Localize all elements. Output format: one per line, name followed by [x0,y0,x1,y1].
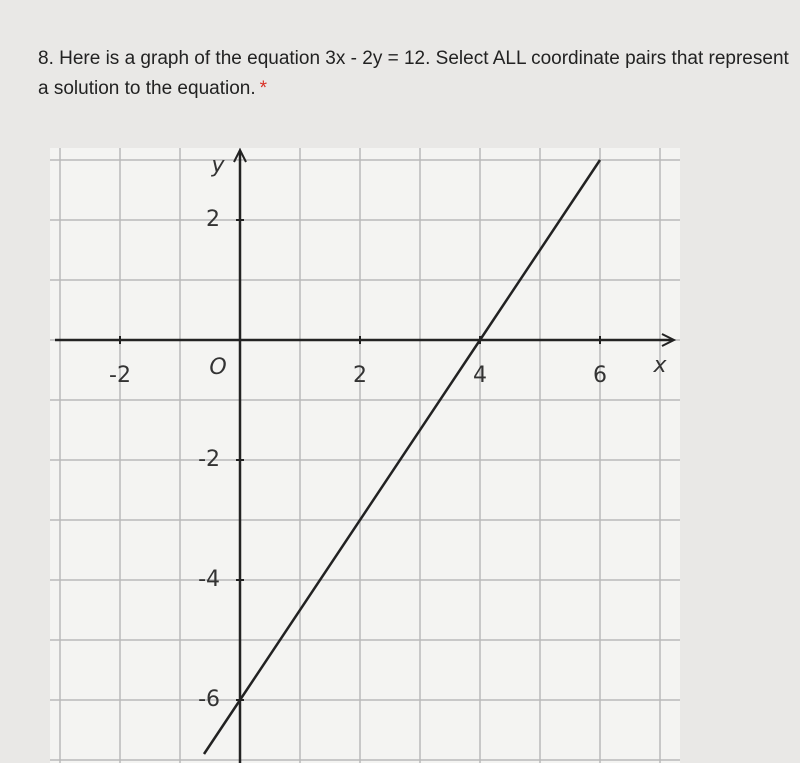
plot-background [50,148,680,763]
x-axis-label: x [652,353,667,378]
y-tick-label: -6 [198,687,220,712]
y-tick-label: 2 [206,207,220,232]
x-axis-arrow [661,333,677,347]
question-text: 8. Here is a graph of the equation 3x - … [38,48,789,99]
origin-label: O [209,355,226,380]
y-tick-label: -2 [198,447,220,472]
x-tick-label: 4 [473,363,487,388]
required-mark: * [259,78,268,99]
y-tick-label: -4 [198,567,220,592]
question: 8. Here is a graph of the equation 3x - … [38,44,798,104]
graph-line [202,159,602,755]
y-axis-label: y [210,153,225,178]
y-axis-arrow [233,147,247,163]
x-tick-label: 6 [593,363,607,388]
x-tick-label: 2 [353,363,367,388]
x-tick-label: -2 [109,363,131,388]
